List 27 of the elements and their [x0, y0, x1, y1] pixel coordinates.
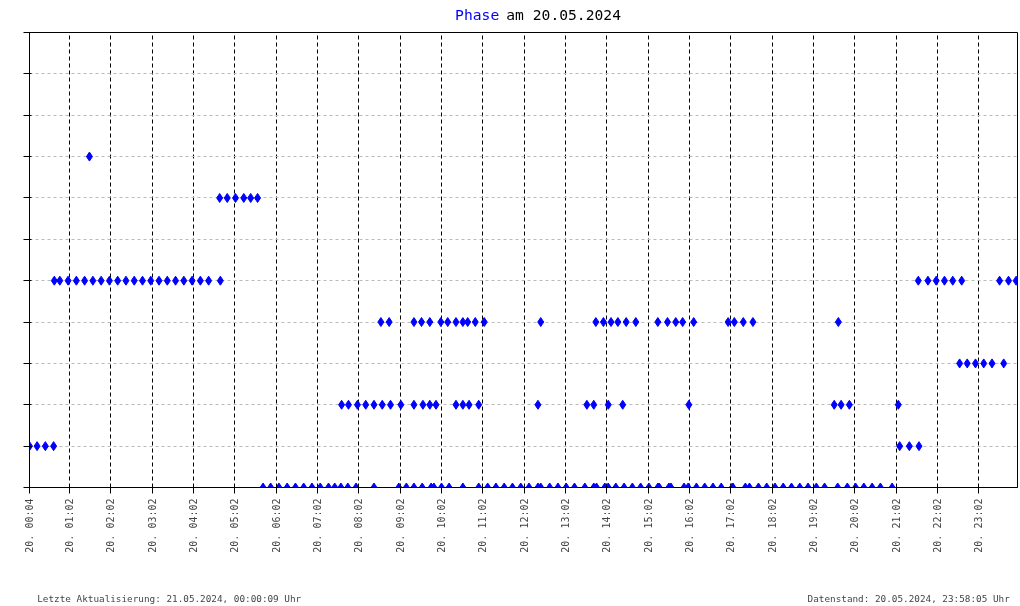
x-tick-label: 20. 20:02 [849, 498, 861, 553]
x-tick-label: 20. 17:02 [725, 498, 737, 553]
x-tick-label: 20. 02:02 [105, 498, 117, 553]
x-tick-label: 20. 03:02 [146, 498, 158, 553]
x-tick-label: 20. 05:02 [229, 498, 241, 553]
x-tick-label: 20. 04:02 [187, 498, 199, 553]
text: Letzte Aktualisierung: 21.05.2024, 00:00:09 Uhr [37, 592, 302, 604]
x-tick-label: 20. 13:02 [560, 498, 572, 553]
x-tick-label: 20. 08:02 [353, 498, 365, 553]
x-tick-label: 20. 10:02 [436, 498, 448, 553]
text: Datenstand: 20.05.2024, 23:58:05 Uhr [807, 592, 1011, 604]
x-tick-label: 20. 07:02 [311, 498, 323, 553]
x-tick-label: 20. 09:02 [394, 498, 406, 553]
x-tick-label: 20. 12:02 [518, 498, 530, 553]
x-tick-label: 20. 15:02 [642, 498, 654, 553]
x-tick-label: 20. 11:02 [477, 498, 489, 553]
x-tick-label: 20. 18:02 [766, 498, 778, 553]
x-tick-label: 20. 16:02 [684, 498, 696, 553]
x-tick-label: 20. 06:02 [270, 498, 282, 553]
x-tick-label: 20. 14:02 [601, 498, 613, 553]
x-tick-label: 20. 01:02 [63, 498, 75, 553]
x-tick-label: 20. 00:04 [24, 498, 35, 553]
x-tick-label: 20. 19:02 [808, 498, 820, 553]
x-tick-label: 20. 23:02 [973, 498, 985, 553]
x-tick-label: 20. 22:02 [932, 498, 944, 553]
chart-title: Phase am 20.05.2024 [455, 5, 622, 23]
x-tick-label: 20. 21:02 [890, 498, 902, 553]
